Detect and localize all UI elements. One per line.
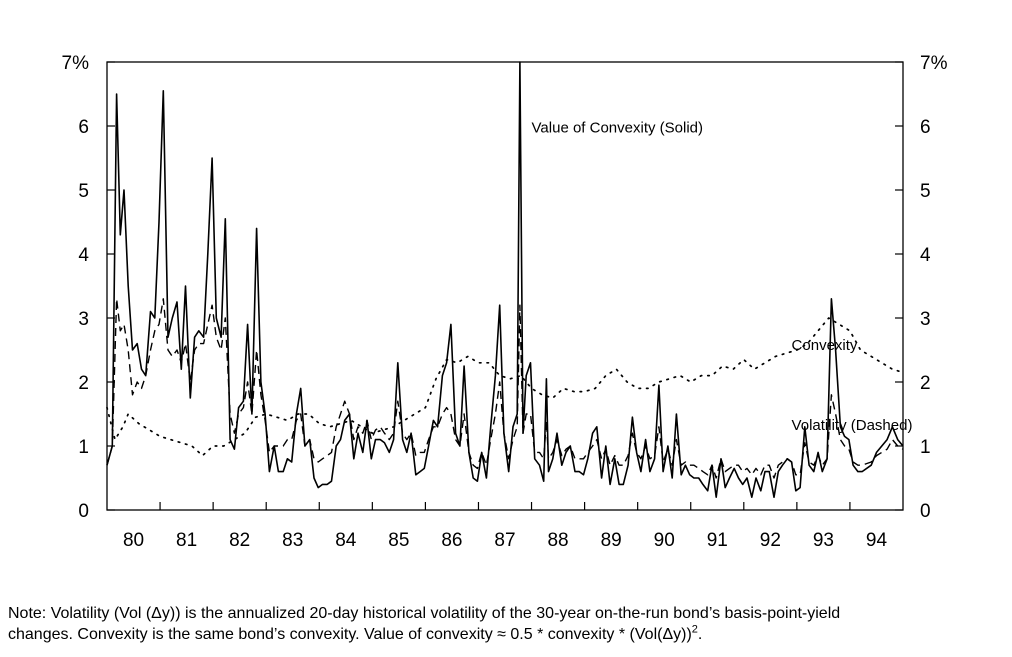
x-tick-label: 87 bbox=[494, 530, 515, 551]
y-left-tick-label: 3 bbox=[78, 309, 89, 330]
y-left-tick-label: 2 bbox=[78, 373, 89, 394]
series-line-dotted bbox=[106, 317, 904, 457]
series-line-solid bbox=[106, 61, 904, 498]
y-left-tick-label: 5 bbox=[78, 181, 89, 202]
x-tick-label: 94 bbox=[866, 530, 888, 551]
y-right-tick-label: 5 bbox=[920, 181, 931, 202]
plot-border bbox=[106, 61, 904, 511]
y-right-tick-label: 2 bbox=[920, 373, 931, 394]
y-axis-left: 0 1 2 3 4 5 6 7% bbox=[62, 53, 115, 522]
note-superscript: 2 bbox=[691, 623, 698, 636]
series-line-dashed bbox=[106, 298, 904, 479]
x-tick-label: 90 bbox=[654, 530, 675, 551]
note-line-2-end: . bbox=[697, 626, 703, 643]
note-line-2: changes. Convexity is the same bond’s co… bbox=[8, 626, 692, 643]
annotations: Value of Convexity (Solid) Convexity Volat… bbox=[532, 119, 913, 434]
x-tick-label: 92 bbox=[760, 530, 781, 551]
x-tick-label: 88 bbox=[547, 530, 568, 551]
x-tick-label: 81 bbox=[176, 530, 197, 551]
x-tick-label: 84 bbox=[335, 530, 357, 551]
y-left-tick-label: 6 bbox=[78, 117, 89, 138]
x-tick-label: 85 bbox=[388, 530, 409, 551]
x-tick-label: 86 bbox=[441, 530, 462, 551]
y-right-tick-label: 1 bbox=[920, 437, 931, 458]
series-layer bbox=[106, 61, 904, 498]
x-tick-label: 80 bbox=[123, 530, 144, 551]
chart-note: Note: Volatility (Vol (Δy)) is the annua… bbox=[8, 603, 1004, 645]
y-left-tick-label: 7% bbox=[62, 53, 90, 74]
y-right-tick-label: 4 bbox=[920, 245, 931, 266]
x-tick-label: 91 bbox=[707, 530, 728, 551]
x-tick-label: 82 bbox=[229, 530, 250, 551]
x-axis: 80 81 82 83 84 85 86 87 88 89 90 91 92 93 94 bbox=[123, 502, 888, 551]
y-right-tick-label: 3 bbox=[920, 309, 931, 330]
plot-frame bbox=[106, 61, 904, 511]
x-tick-label: 89 bbox=[601, 530, 622, 551]
x-tick-label: 83 bbox=[282, 530, 303, 551]
y-right-tick-label: 0 bbox=[920, 501, 931, 522]
y-right-tick-label: 6 bbox=[920, 117, 931, 138]
chart-annotation: Value of Convexity (Solid) bbox=[532, 119, 703, 136]
y-left-tick-label: 0 bbox=[78, 501, 89, 522]
y-axis-right: 0 1 2 3 4 5 6 7% bbox=[895, 53, 948, 522]
y-left-tick-label: 1 bbox=[78, 437, 89, 458]
y-left-tick-label: 4 bbox=[78, 245, 89, 266]
x-tick-label: 93 bbox=[813, 530, 834, 551]
chart-annotation: Convexity bbox=[792, 337, 858, 354]
chart-annotation: Volatility (Dashed) bbox=[792, 417, 913, 434]
chart: 0 1 2 3 4 5 6 7% 0 1 2 3 4 5 6 7% 80 81 82 83 84 85 86 87 88 89… bbox=[62, 53, 948, 551]
note-line-1: Note: Volatility (Vol (Δy)) is the annua… bbox=[8, 605, 841, 622]
y-right-tick-label: 7% bbox=[920, 53, 948, 74]
